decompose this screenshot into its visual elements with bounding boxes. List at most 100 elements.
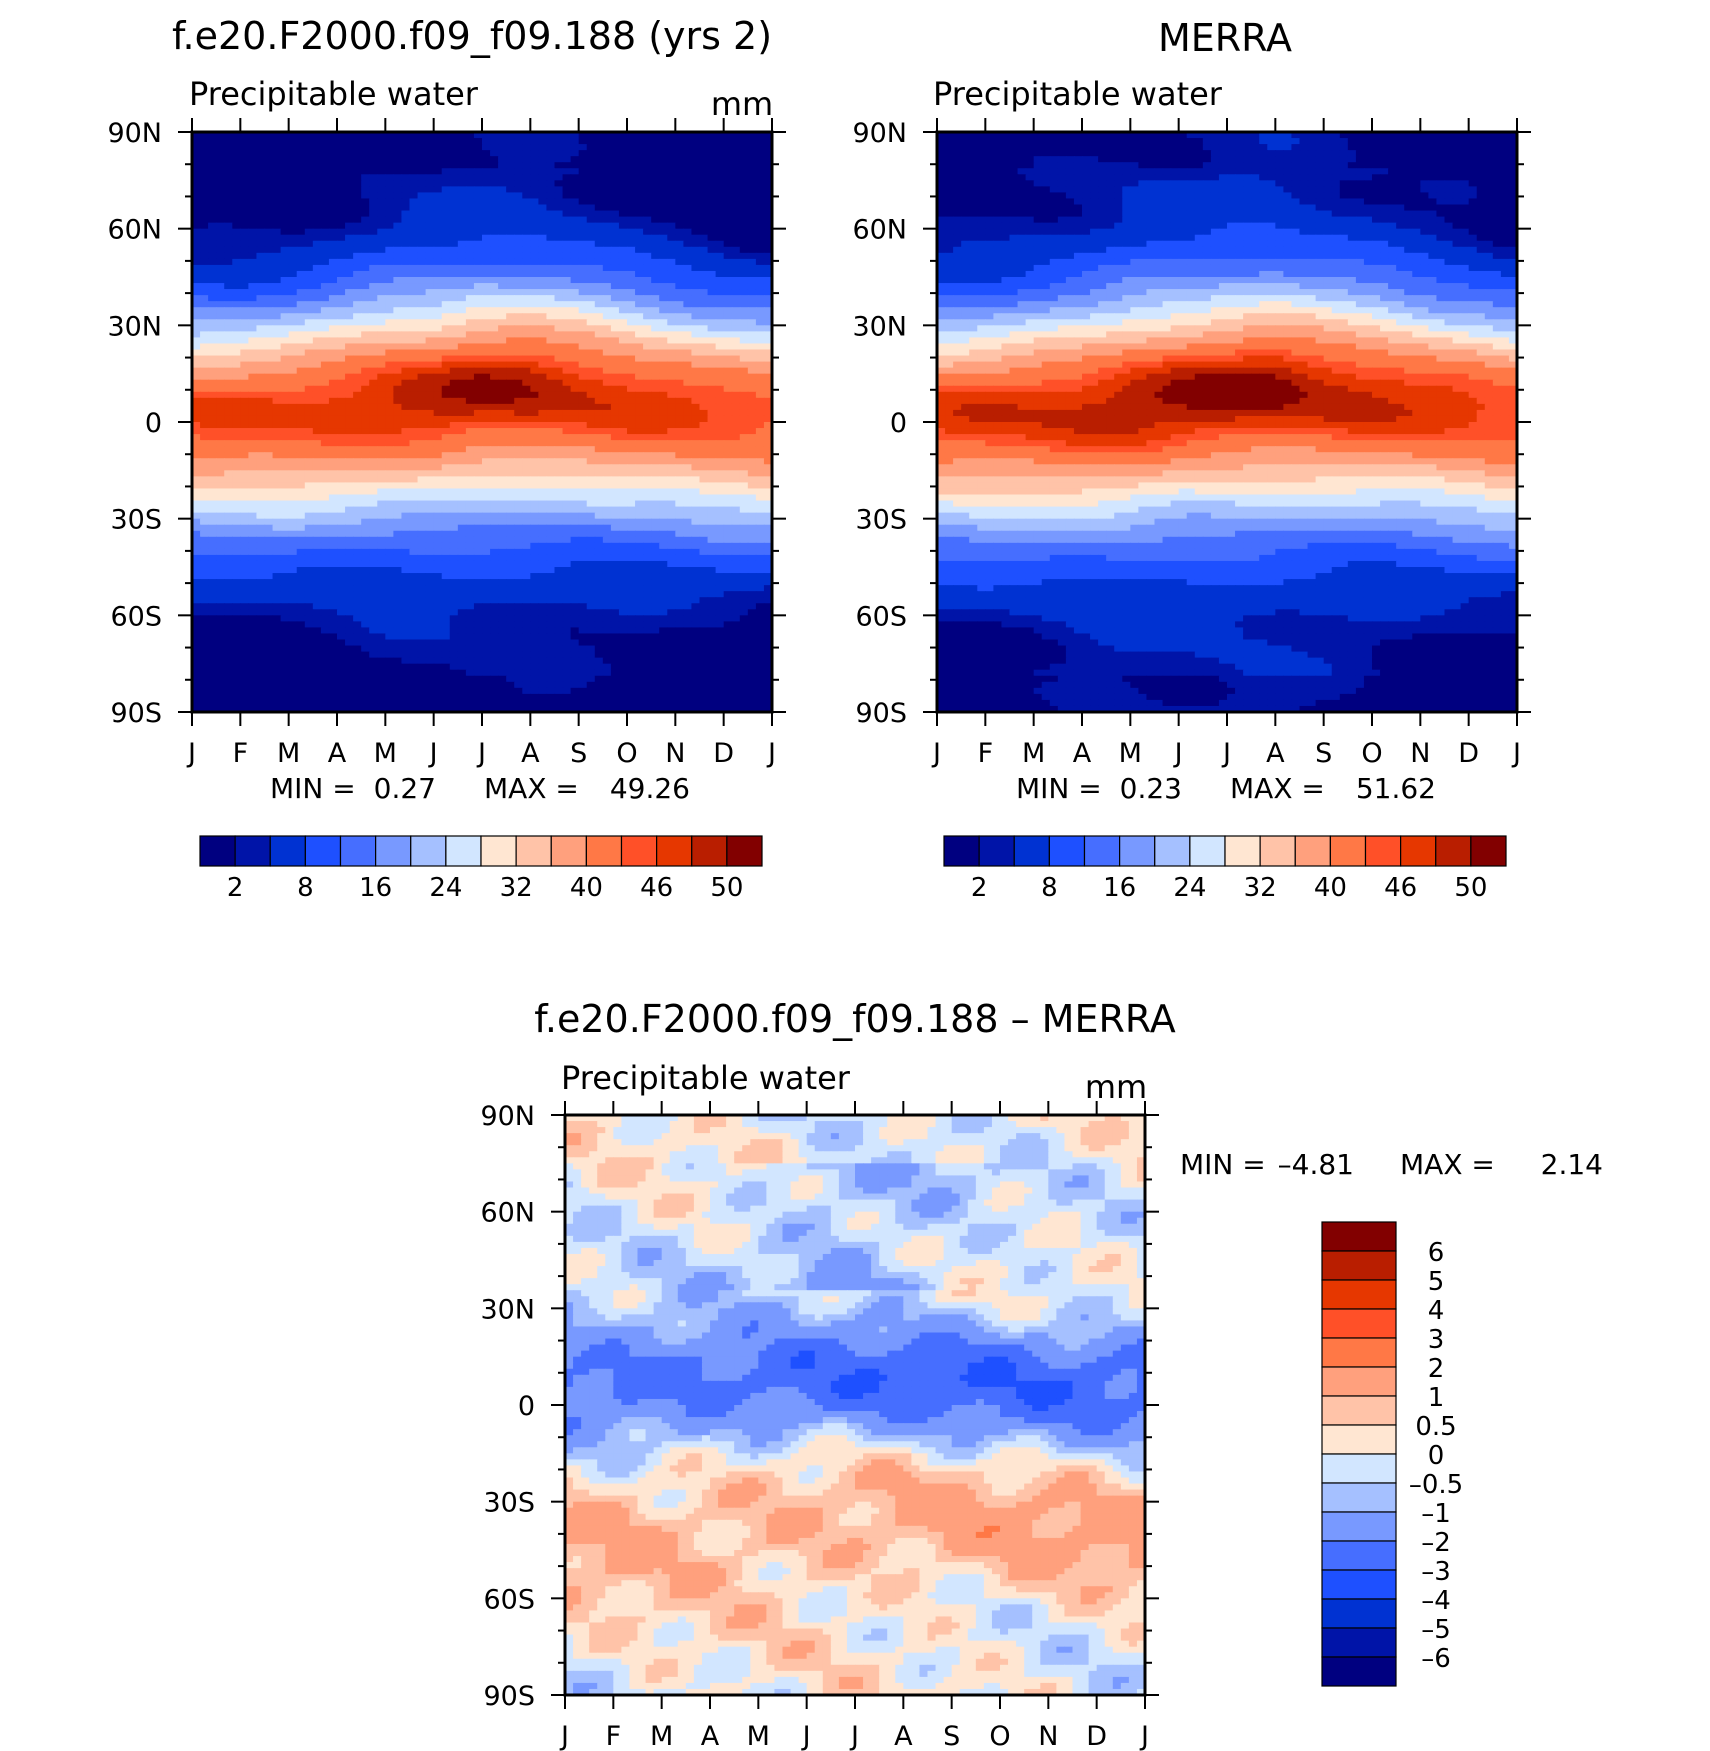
field-cell	[208, 234, 217, 242]
field-cell	[594, 289, 604, 296]
field-cell	[643, 385, 652, 393]
field-cell	[522, 258, 531, 266]
field-cell	[610, 144, 620, 151]
field-cell	[578, 258, 588, 266]
field-cell	[280, 409, 290, 417]
field-cell	[377, 277, 386, 284]
field-cell	[264, 156, 274, 163]
field-cell	[667, 331, 676, 339]
field-cell	[578, 476, 588, 484]
field-cell	[433, 542, 443, 550]
field-cell	[288, 470, 298, 477]
field-cell	[506, 373, 515, 381]
field-cell	[353, 162, 362, 169]
field-cell	[401, 373, 411, 381]
field-cell	[498, 536, 507, 544]
field-cell	[240, 204, 249, 212]
field-cell	[562, 168, 572, 175]
field-cell	[425, 349, 435, 357]
field-cell	[385, 174, 394, 181]
field-cell	[304, 150, 314, 157]
field-cell	[659, 295, 668, 302]
field-cell	[409, 234, 419, 242]
field-cell	[465, 319, 475, 326]
field-cell	[369, 325, 378, 332]
field-cell	[610, 301, 620, 308]
field-cell	[683, 337, 693, 345]
field-cell	[385, 289, 394, 296]
field-cell	[538, 180, 548, 187]
field-cell	[498, 283, 507, 290]
field-cell	[691, 494, 701, 502]
field-cell	[602, 240, 612, 248]
field-cell	[763, 440, 773, 447]
field-cell	[312, 240, 322, 248]
field-cell	[192, 234, 201, 242]
field-cell	[490, 168, 499, 175]
field-cell	[554, 180, 564, 187]
field-cell	[296, 228, 306, 236]
field-cell	[699, 446, 709, 453]
field-cell	[280, 349, 290, 357]
field-cell	[320, 518, 330, 526]
field-cell	[707, 325, 717, 332]
field-cell	[401, 277, 411, 284]
field-cell	[763, 379, 773, 387]
field-cell	[232, 385, 241, 393]
field-cell	[304, 325, 314, 332]
field-cell	[288, 373, 298, 381]
field-cell	[417, 301, 427, 308]
field-cell	[304, 138, 314, 145]
field-cell	[345, 415, 354, 423]
field-cell	[457, 536, 467, 544]
field-cell	[554, 482, 564, 490]
field-cell	[675, 210, 684, 218]
field-cell	[723, 234, 733, 242]
field-cell	[490, 270, 499, 278]
field-cell	[361, 337, 370, 345]
field-cell	[377, 264, 386, 272]
field-cell	[683, 289, 693, 296]
field-cell	[216, 422, 225, 429]
field-cell	[369, 246, 378, 254]
field-cell	[594, 482, 604, 490]
field-cell	[651, 144, 660, 151]
field-cell	[208, 542, 217, 550]
field-cell	[755, 138, 765, 145]
field-cell	[538, 325, 548, 332]
field-cell	[594, 283, 604, 290]
field-cell	[353, 506, 362, 514]
field-cell	[369, 162, 378, 169]
field-cell	[554, 500, 564, 508]
field-cell	[272, 494, 282, 502]
field-cell	[699, 512, 709, 520]
field-cell	[449, 325, 459, 332]
field-cell	[377, 500, 386, 508]
field-cell	[425, 331, 435, 339]
field-cell	[602, 246, 612, 254]
field-cell	[200, 210, 209, 218]
field-cell	[465, 476, 475, 484]
field-cell	[610, 252, 620, 260]
field-cell	[506, 530, 515, 538]
field-cell	[353, 367, 362, 375]
field-cell	[345, 283, 354, 290]
field-cell	[482, 138, 491, 145]
field-cell	[369, 428, 378, 435]
field-cell	[627, 397, 636, 405]
field-cell	[288, 295, 298, 302]
field-cell	[578, 422, 588, 429]
field-cell	[723, 313, 733, 320]
field-cell	[514, 482, 523, 490]
field-cell	[594, 464, 604, 471]
field-cell	[240, 144, 249, 151]
field-cell	[667, 258, 676, 266]
field-cell	[651, 476, 660, 484]
field-cell	[707, 168, 717, 175]
field-cell	[707, 355, 717, 363]
field-cell	[763, 367, 773, 375]
field-cell	[232, 301, 241, 308]
field-cell	[224, 524, 233, 532]
field-cell	[337, 500, 346, 508]
field-cell	[393, 283, 403, 290]
